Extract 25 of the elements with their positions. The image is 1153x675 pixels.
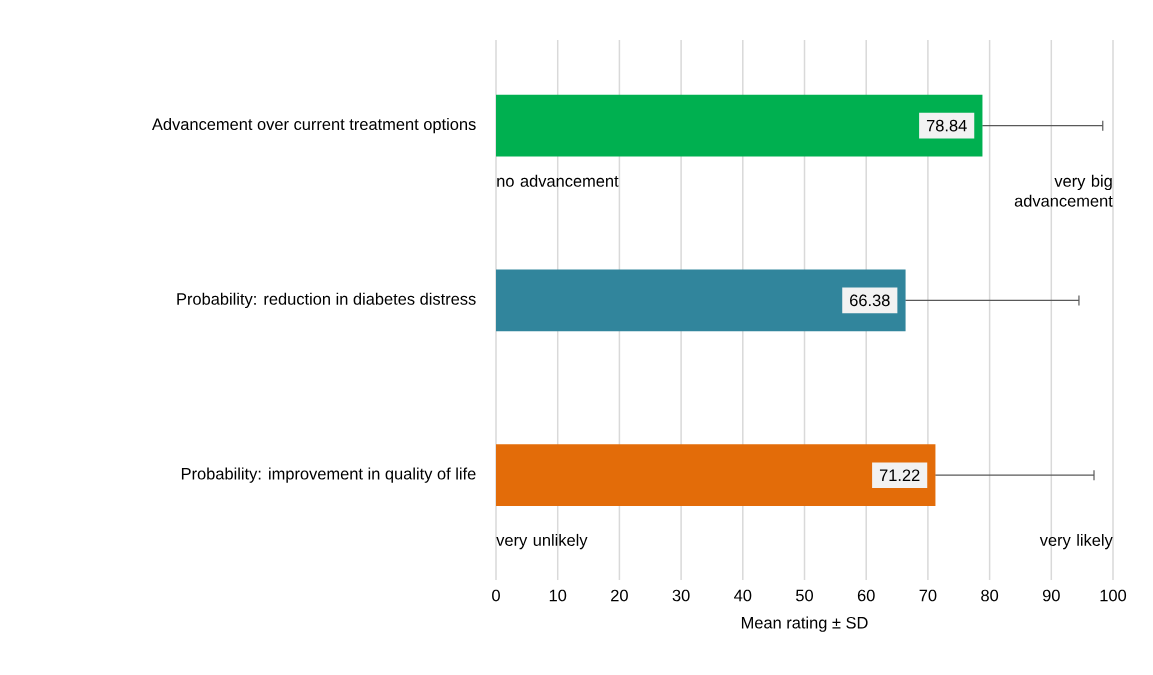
annotation: very likely xyxy=(1039,533,1113,550)
x-tick-label: 50 xyxy=(796,589,813,602)
x-tick-label: 100 xyxy=(1100,589,1127,602)
x-tick-label: 10 xyxy=(549,589,567,602)
bar xyxy=(496,94,983,157)
x-tick-label: 70 xyxy=(919,589,937,602)
data-label: 78.84 xyxy=(926,119,967,132)
x-tick-label: 60 xyxy=(857,589,875,602)
bar xyxy=(496,269,906,332)
x-axis-title: Mean rating ± SD xyxy=(741,616,868,632)
x-tick-label: 0 xyxy=(492,589,500,602)
y-tick-label: Probability: improvement in quality of life xyxy=(181,467,476,483)
y-tick-label: Advancement over current treatment options xyxy=(151,117,476,134)
x-tick-label: 40 xyxy=(734,589,752,602)
x-tick-label: 30 xyxy=(672,589,690,602)
y-tick-label: Probability: reduction in diabetes distress xyxy=(177,292,476,309)
annotation: no advancement xyxy=(497,174,619,187)
annotation: very big advancement xyxy=(1014,174,1113,207)
x-tick-label: 80 xyxy=(981,589,999,602)
bar xyxy=(496,444,936,507)
data-label: 71.22 xyxy=(879,469,920,481)
annotation: very unlikely xyxy=(496,533,588,550)
x-tick-label: 90 xyxy=(1042,589,1060,602)
data-label: 66.38 xyxy=(850,294,890,307)
x-tick-label: 20 xyxy=(611,589,628,602)
